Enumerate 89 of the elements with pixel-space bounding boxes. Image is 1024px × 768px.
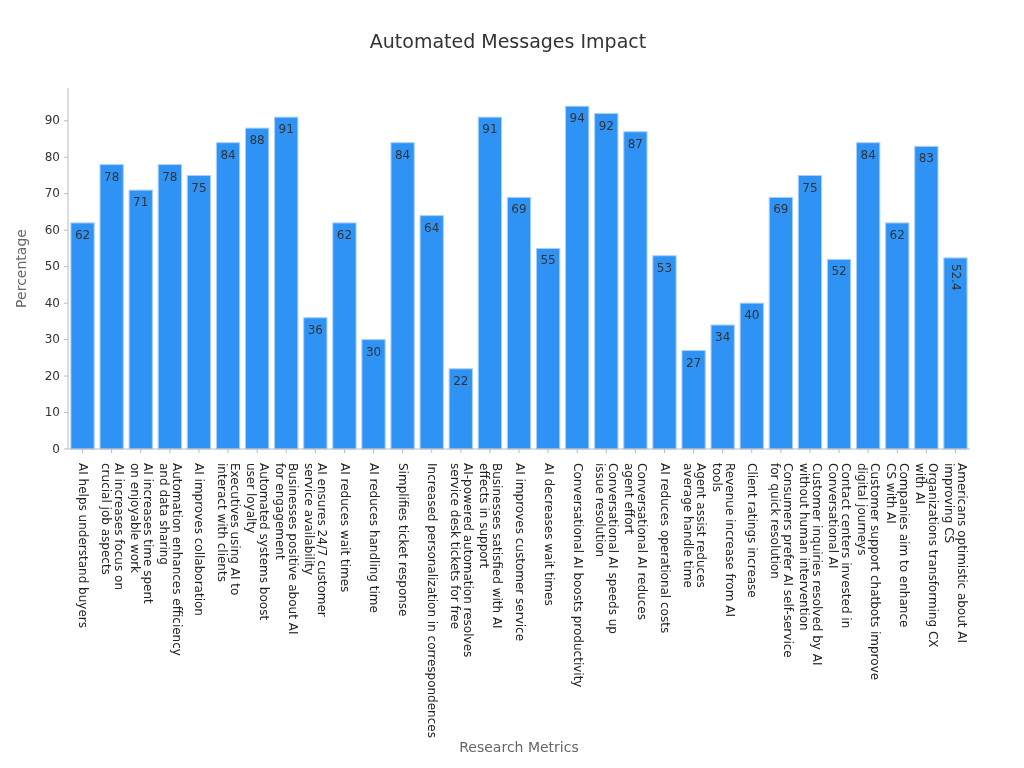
bar [652,255,677,450]
data-label: 36 [307,322,323,337]
data-label: 22 [453,373,469,388]
bar [623,131,648,450]
y-tick-label: 90 [44,113,60,128]
x-tick-label: AI increases focus on crucial job aspects [98,463,126,590]
y-tick-label: 10 [44,405,60,420]
bar [739,302,764,450]
data-label: 91 [278,122,294,137]
data-label: 52 [831,264,847,279]
x-tick-label: AI helps understand buyers [76,463,91,628]
y-tick-label: 70 [44,186,60,201]
data-label: 62 [889,227,905,242]
y-tick-label: 20 [44,368,60,383]
y-axis-title: Percentage [13,229,29,308]
bar [594,113,619,450]
bar [215,142,241,450]
x-tick-label: Conversational AI speeds up issue resolution [593,463,621,634]
y-tick-label: 50 [44,259,60,274]
y-tick-label: 40 [44,295,60,310]
data-label: 88 [249,133,265,148]
bar [303,317,328,450]
bar [506,196,532,450]
y-tick-label: 30 [44,332,60,347]
x-axis-title: Research Metrics [459,739,579,755]
bar [710,324,735,450]
data-label: 92 [598,118,614,133]
data-label: 53 [656,260,673,275]
data-label: 94 [569,111,585,126]
bar [390,142,415,450]
x-tick-label: AI improves collaboration [192,463,207,616]
bar [186,175,212,450]
x-tick-label: Conversational AI boosts productivity [570,463,585,688]
x-tick-label: Simplifies ticket response [396,463,411,617]
bar [826,258,852,450]
bar [943,257,968,450]
x-tick-label: AI reduces operational costs [657,463,672,634]
bar [99,164,124,450]
data-label: 62 [74,227,91,242]
data-label: 78 [104,169,120,184]
data-label: 78 [162,169,178,184]
bar [128,189,153,450]
data-label: 52.4 [948,263,963,291]
bar [477,116,503,450]
data-label: 64 [424,220,440,235]
data-label: 84 [860,147,876,162]
x-tick-label: AI decreases wait times [541,463,556,606]
data-label: 71 [133,195,149,210]
data-label: 91 [482,122,498,137]
y-tick-label: 0 [52,441,60,456]
bar [244,127,270,450]
data-label: 27 [685,355,702,370]
x-tick-label: AI improves customer service [512,463,527,642]
data-label: 84 [220,147,236,162]
bar [70,222,95,450]
data-label: 30 [365,344,382,359]
bar [448,368,473,450]
bar [914,145,939,450]
data-label: 34 [715,330,731,345]
y-tick-label: 80 [44,149,60,164]
data-label: 55 [540,253,556,268]
data-label: 87 [627,136,644,151]
bar [885,222,910,450]
data-label: 40 [744,308,760,323]
data-label: 62 [336,227,353,242]
x-tick-label: AI reduces handling time [367,463,382,613]
chart-title: Automated Messages Impact [369,30,647,52]
x-tick-label: AI reduces wait times [337,463,352,593]
x-tick-label: Organizations transforming CX with AI [913,463,941,648]
data-label: 84 [394,147,411,162]
bar [768,196,794,450]
bar [856,142,881,450]
y-tick-label: 60 [44,222,60,237]
data-label: 69 [511,202,527,217]
x-tick-label: Increased personalization in correspondences [425,463,440,738]
data-label: 75 [802,180,818,195]
bar [681,350,706,450]
bar [332,222,357,450]
x-tick-label: Client ratings increase [745,463,760,598]
bar [274,116,299,450]
bar [797,175,823,450]
data-label: 75 [191,180,207,195]
data-label: 83 [918,151,934,166]
bar [419,215,444,450]
data-label: 69 [773,202,789,217]
bar [157,164,182,450]
bar [565,105,590,450]
bar [535,247,561,450]
bar [361,339,386,450]
